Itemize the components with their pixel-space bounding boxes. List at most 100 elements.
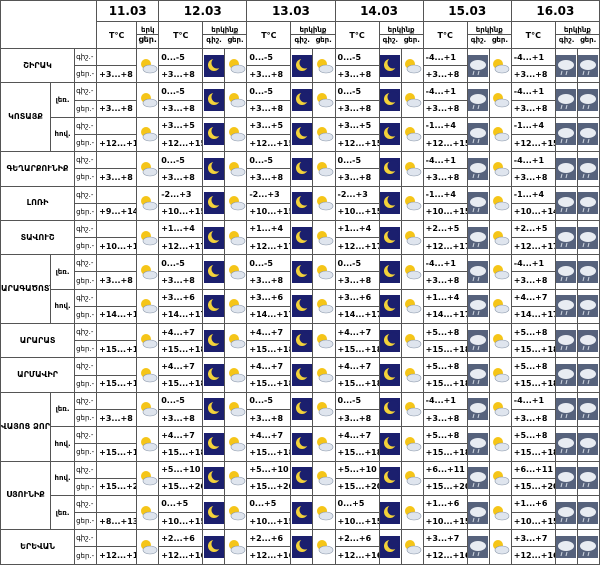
- icon-cell: [400, 151, 424, 187]
- temp-cell: -4...+1: [422, 151, 468, 170]
- night-label: գիշ.: [294, 36, 310, 44]
- temp-cell: -2...+3: [334, 185, 380, 204]
- icon-cell: [378, 219, 402, 256]
- temp-cell: [96, 322, 138, 342]
- row-label: գիշ.-: [74, 426, 98, 445]
- row-label: ցեր.-: [74, 99, 98, 118]
- icon-cell: [554, 322, 578, 359]
- data-row: ՇԻՐԱԿ գիշ.- 0...-5 0...-5 0...-5 -4...+1 -4...…: [0, 47, 600, 84]
- icon-cell: [290, 116, 314, 153]
- temp-cell: +5...+8: [422, 426, 468, 445]
- weather-icon: [140, 471, 158, 486]
- weather-icon: [140, 299, 158, 314]
- icon-cell: [290, 391, 314, 428]
- weather-icon: [316, 93, 334, 108]
- weather-icon: [556, 364, 577, 387]
- weather-icon: [140, 230, 158, 245]
- icon-cell: [136, 82, 160, 118]
- row-label: ցեր.-: [74, 237, 98, 256]
- weather-icon: [556, 260, 577, 283]
- region-name: ԱՐԱԳԱԾՈՏՆ: [0, 254, 52, 324]
- temp-cell: -4...+1: [510, 47, 556, 67]
- temp-cell: +3...+8: [158, 271, 204, 290]
- icon-cell: [136, 391, 160, 428]
- weather-icon: [228, 368, 246, 383]
- temp-cell: +3...+8: [96, 99, 138, 118]
- temp-cell: +4...+7: [158, 426, 204, 445]
- temp-cell: +5...+8: [422, 322, 468, 342]
- temp-cell: +15...+18: [246, 443, 292, 462]
- weather-icon: [316, 230, 334, 245]
- weather-icon: [228, 196, 246, 211]
- weather-icon: [380, 467, 401, 490]
- subregion-label: հով.: [50, 288, 76, 325]
- weather-icon: [203, 432, 224, 455]
- weather-icon: [468, 501, 489, 524]
- icon-cell: [554, 219, 578, 256]
- weather-icon: [316, 58, 334, 73]
- temp-cell: +3...+8: [422, 271, 468, 290]
- date-header: 12.03: [158, 0, 248, 22]
- temp-cell: +12...+15: [158, 133, 204, 153]
- icon-cell: [136, 219, 160, 256]
- temp-cell: +10...+15: [422, 202, 468, 221]
- weather-icon: [405, 436, 422, 452]
- temp-cell: +14...+17: [158, 305, 204, 325]
- temp-header: T°C: [510, 21, 556, 49]
- icon-cell: [378, 47, 402, 84]
- temp-cell: 0...-5: [158, 82, 204, 101]
- weather-icon: [556, 54, 577, 77]
- weather-icon: [140, 402, 158, 417]
- temp-header: T°C: [246, 21, 292, 49]
- weather-icon: [405, 93, 422, 108]
- weather-icon: [291, 54, 312, 77]
- temp-cell: +15...+18: [158, 374, 204, 393]
- weather-icon: [493, 368, 510, 383]
- weather-icon: [203, 329, 224, 352]
- icon-cell: [466, 288, 490, 325]
- icon-cell: [576, 529, 600, 565]
- sky-header: երկինք գիշ. ցեր.: [378, 21, 424, 49]
- weather-icon: [203, 535, 224, 558]
- weather-icon: [228, 230, 246, 245]
- icon-cell: [466, 322, 490, 359]
- data-row: ցեր.- +3...+8 +3...+8 +3...+8 +3...+8 +3...+8…: [1, 99, 600, 118]
- temp-cell: +15...+18: [510, 340, 556, 359]
- header-row: 11.03 12.03 13.03 14.03 15.03 16.03: [0, 0, 600, 49]
- data-row: ցեր.-+15...+18+15...+18+15...+18+15...+1…: [1, 374, 600, 393]
- icon-cell: [378, 82, 402, 118]
- temp-cell: +4...+7: [334, 322, 380, 342]
- icon-cell: [576, 185, 600, 221]
- weather-icon: [380, 157, 401, 180]
- temp-cell: +3...+8: [422, 408, 468, 428]
- icon-cell: [202, 116, 226, 153]
- temp-cell: +3...+8: [158, 65, 204, 84]
- temp-cell: +3...+7: [510, 529, 556, 548]
- icon-cell: [202, 391, 226, 428]
- weather-icon: [380, 226, 401, 249]
- icon-cell: [400, 82, 424, 118]
- temp-cell: -4...+1: [510, 391, 556, 410]
- temp-cell: 0...+5: [158, 494, 204, 514]
- temp-cell: +10...+15: [334, 512, 380, 531]
- icon-cell: [488, 254, 512, 290]
- temp-cell: +3...+8: [158, 408, 204, 428]
- icon-cell: [202, 529, 226, 565]
- icon-cell: [466, 47, 490, 84]
- temp-cell: +3...+5: [334, 116, 380, 135]
- icon-cell: [488, 460, 512, 496]
- temp-cell: -1...+4: [422, 185, 468, 204]
- weather-icon: [291, 432, 312, 455]
- icon-cell: [202, 47, 226, 84]
- icon-cell: [136, 47, 160, 84]
- icon-cell: [554, 460, 578, 496]
- sky-header: երկինք գիշ. ցեր.: [202, 21, 248, 49]
- weather-icon: [140, 264, 158, 280]
- icon-cell: [378, 288, 402, 325]
- weather-icon: [140, 505, 158, 520]
- weather-icon: [578, 364, 599, 387]
- weather-icon: [228, 402, 246, 417]
- temp-cell: +3...+5: [158, 116, 204, 135]
- temp-cell: 0...-5: [158, 254, 204, 273]
- icon-cell: [290, 357, 314, 393]
